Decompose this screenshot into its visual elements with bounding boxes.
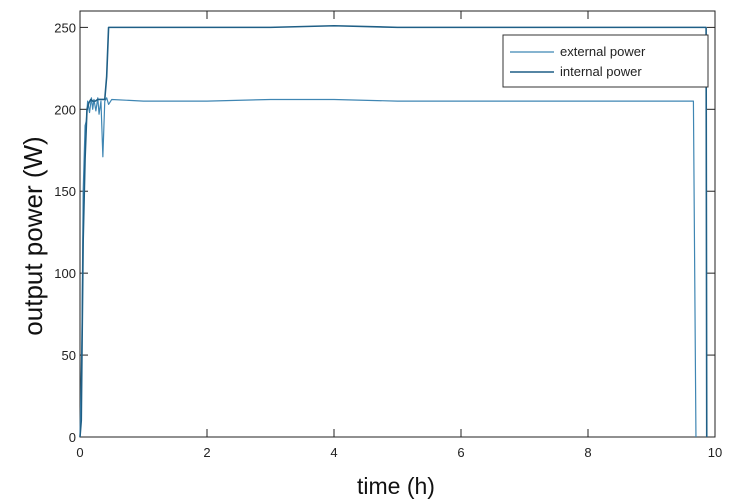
x-tick-label: 8 — [584, 445, 591, 460]
y-tick-label: 0 — [69, 430, 76, 445]
x-tick-label: 0 — [76, 445, 83, 460]
legend-label-internal-power: internal power — [560, 64, 642, 79]
y-tick-label: 100 — [54, 266, 76, 281]
x-tick-label: 6 — [457, 445, 464, 460]
legend-box — [502, 34, 709, 88]
x-tick-label: 2 — [203, 445, 210, 460]
y-tick-label: 250 — [54, 20, 76, 35]
plot-frame — [79, 10, 716, 438]
series-line-internal-power — [79, 24, 708, 438]
x-axis-title: time (h) — [357, 473, 435, 499]
x-tick-label: 4 — [330, 445, 337, 460]
axis-frame — [79, 10, 716, 438]
y-tick-label: 50 — [62, 348, 76, 363]
legend: external power internal power — [502, 34, 709, 88]
y-tick-label: 150 — [54, 184, 76, 199]
legend-label-external-power: external power — [560, 44, 646, 59]
series-line-external-power — [79, 97, 697, 438]
series-layer — [79, 24, 708, 438]
y-axis-title: output power (W) — [18, 136, 48, 335]
x-tick-label: 10 — [708, 445, 722, 460]
tick-marks — [79, 11, 716, 438]
y-tick-label: 200 — [54, 102, 76, 117]
